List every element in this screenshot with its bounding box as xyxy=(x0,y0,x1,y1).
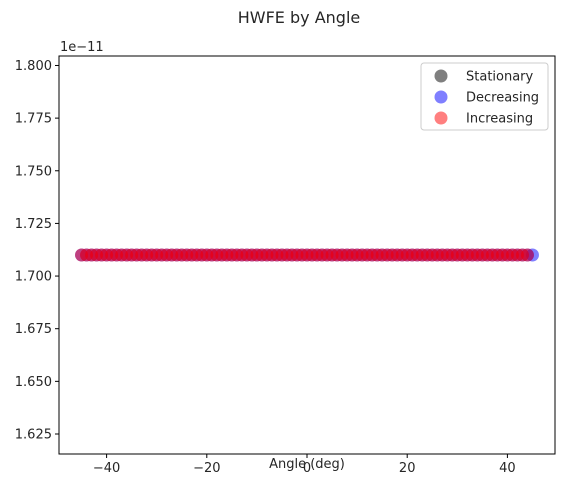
legend-marker-decreasing xyxy=(434,90,448,104)
x-tick-label: 40 xyxy=(499,461,516,476)
y-tick-label: 1.700 xyxy=(15,270,52,285)
plot-marks xyxy=(75,248,539,262)
legend: Stationary Decreasing Increasing xyxy=(420,62,549,131)
scatter-point-increasing xyxy=(520,248,534,262)
y-tick-label: 1.650 xyxy=(15,375,52,390)
legend-box xyxy=(420,62,549,131)
y-axis-ticks: 1.625 1.650 1.675 1.700 1.725 1.750 1.775 1.800 xyxy=(15,59,59,442)
x-tick-label: 20 xyxy=(399,461,416,476)
chart-title: HWFE by Angle xyxy=(238,8,361,27)
legend-marker-stationary xyxy=(434,69,448,83)
y-tick-label: 1.775 xyxy=(15,112,52,127)
y-tick-label: 1.625 xyxy=(15,427,52,442)
legend-label-stationary: Stationary xyxy=(466,70,534,85)
x-tick-label: 0 xyxy=(303,461,311,476)
y-tick-label: 1.675 xyxy=(15,322,52,337)
x-tick-label: −20 xyxy=(193,461,220,476)
y-tick-label: 1.725 xyxy=(15,217,52,232)
y-offset-label: 1e−11 xyxy=(60,40,104,55)
legend-label-increasing: Increasing xyxy=(466,112,533,127)
x-axis-ticks: −40 −20 0 20 40 xyxy=(93,454,516,476)
legend-label-decreasing: Decreasing xyxy=(466,91,539,106)
x-axis-label: Angle (deg) xyxy=(269,457,345,472)
y-tick-label: 1.750 xyxy=(15,164,52,179)
legend-marker-increasing xyxy=(434,111,448,125)
x-tick-label: −40 xyxy=(93,461,120,476)
y-tick-label: 1.800 xyxy=(15,59,52,74)
